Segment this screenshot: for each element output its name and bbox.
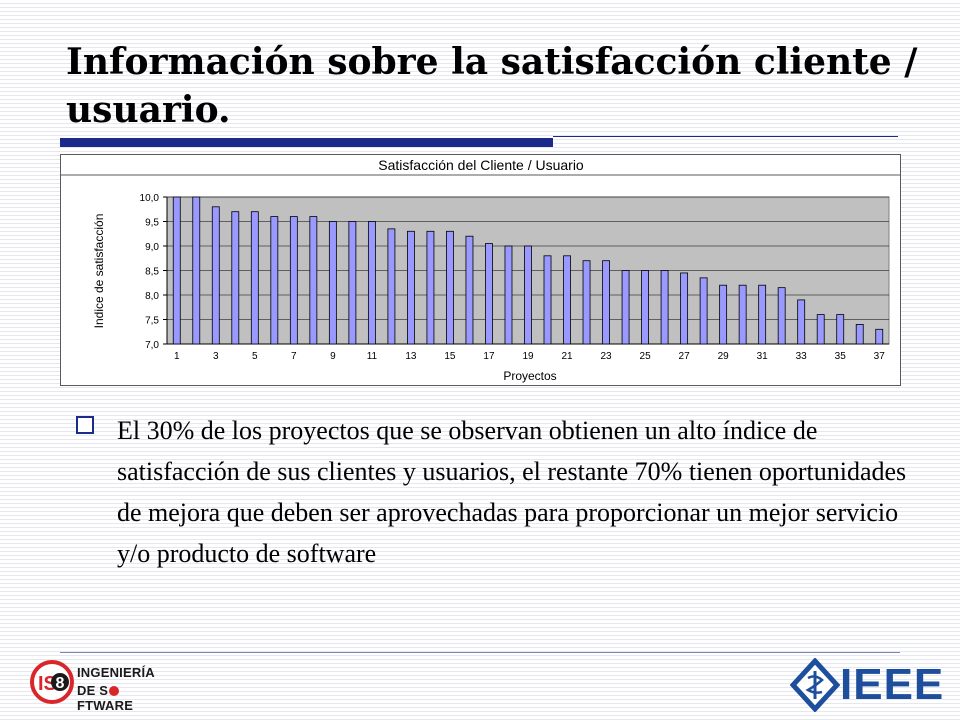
bar [504, 245, 513, 345]
is-logo-icon: IS 8 [30, 660, 74, 704]
bar [231, 211, 240, 345]
bar [348, 221, 357, 345]
is-logo-digit: 8 [56, 675, 65, 692]
bar [446, 230, 454, 345]
bar [309, 216, 318, 345]
bar [699, 277, 708, 345]
logo-text-line2: DE SFTWARE [77, 683, 134, 713]
y-tick-label: 8,5 [145, 267, 159, 278]
x-tick-label: 13 [405, 351, 417, 362]
x-tick-label: 3 [213, 351, 219, 362]
ieee-diamond-icon [790, 658, 840, 712]
x-tick-label: 15 [444, 351, 456, 362]
x-tick-label: 7 [291, 351, 297, 362]
y-tick-label: 9,0 [145, 242, 159, 253]
x-axis-label: Proyectos [503, 369, 556, 383]
bar [836, 314, 845, 345]
y-tick-label: 7,5 [145, 316, 159, 327]
bar [426, 230, 435, 345]
slide-title: Información sobre la satisfacción client… [66, 38, 926, 134]
bar [524, 245, 532, 345]
body-paragraph: El 30% de los proyectos que se observan … [117, 416, 907, 568]
y-tick-label: 8,0 [145, 291, 159, 302]
chart-title: Satisfacción del Cliente / Usuario [378, 157, 584, 173]
y-tick-label: 10,0 [140, 193, 160, 204]
x-tick-label: 17 [483, 351, 495, 362]
logo-o-icon [109, 686, 120, 696]
title-underline-bar [60, 138, 553, 147]
chart-title-band [61, 155, 900, 175]
bar [777, 287, 786, 345]
bar [738, 284, 747, 345]
x-tick-label: 11 [367, 351, 378, 362]
bar [719, 284, 728, 345]
title-underline-rule [553, 136, 898, 137]
bar [250, 211, 259, 345]
bar [602, 260, 610, 345]
bar [660, 270, 669, 345]
chart-svg: Satisfacción del Cliente / Usuario Indic… [61, 155, 900, 383]
slide-title-line2: usuario. [66, 89, 231, 131]
x-tick-label: 33 [796, 351, 808, 362]
x-tick-label: 29 [718, 351, 730, 362]
bar [172, 196, 181, 345]
bar [875, 328, 884, 345]
bar [855, 323, 864, 345]
bar [289, 216, 298, 345]
y-axis-label: Indice de satisfacción [92, 214, 106, 329]
bar [797, 299, 806, 345]
bar [543, 255, 552, 345]
bar [485, 243, 493, 345]
x-tick-label: 31 [757, 351, 769, 362]
bar [563, 255, 571, 345]
bar [367, 221, 376, 345]
bar [582, 260, 591, 345]
y-tick-label: 9,5 [145, 218, 159, 229]
bar [270, 216, 279, 345]
x-tick-label: 27 [679, 351, 691, 362]
slide-title-line1: Información sobre la satisfacción client… [66, 41, 918, 83]
bar [211, 206, 220, 345]
bar [328, 221, 337, 345]
x-tick-label: 5 [252, 351, 258, 362]
x-tick-label: 9 [330, 351, 336, 362]
x-tick-label: 35 [835, 351, 847, 362]
bar [816, 314, 825, 345]
ingenieria-software-logo: IS 8 INGENIERÍA DE SFTWARE [30, 660, 165, 713]
bar [407, 230, 415, 345]
bar [680, 272, 689, 345]
x-tick-label: 19 [522, 351, 534, 362]
bar [465, 235, 474, 345]
bar [758, 284, 767, 345]
logo-text-line1: INGENIERÍA [77, 665, 155, 680]
x-tick-label: 23 [600, 351, 612, 362]
footer-divider [60, 652, 900, 653]
bullet-icon [76, 416, 94, 434]
x-tick-label: 1 [174, 351, 180, 362]
satisfaction-chart: Satisfacción del Cliente / Usuario Indic… [60, 154, 901, 386]
bar [621, 270, 630, 345]
x-tick-label: 37 [874, 351, 886, 362]
ieee-logo: IEEE [790, 658, 943, 712]
bar [641, 270, 649, 345]
bar [387, 228, 396, 345]
x-tick-label: 21 [561, 351, 573, 362]
x-tick-label: 25 [640, 351, 652, 362]
y-tick-label: 7,0 [145, 340, 159, 351]
bar [192, 196, 201, 345]
ieee-logo-text: IEEE [840, 660, 945, 709]
